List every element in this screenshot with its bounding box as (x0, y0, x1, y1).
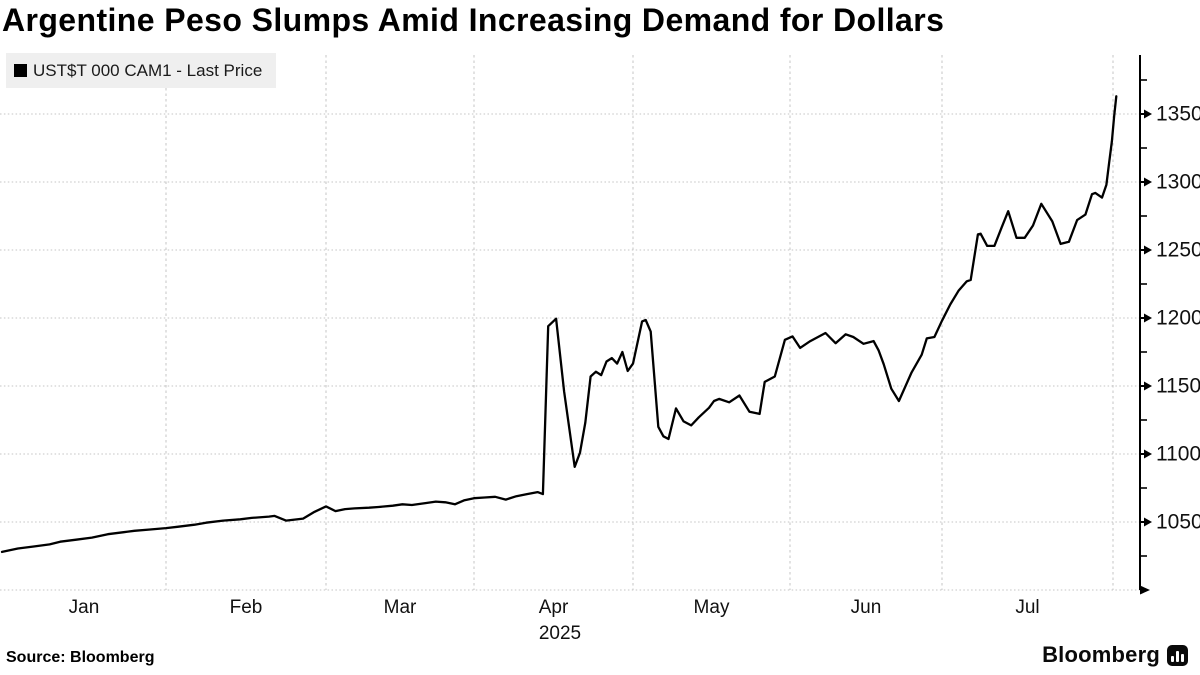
y-axis-tick-arrow-icon (1144, 313, 1152, 323)
y-axis-tick-label: 1350 (1156, 103, 1200, 126)
source-note: Source: Bloomberg (6, 649, 155, 666)
y-axis-tick-arrow-icon (1144, 177, 1152, 187)
x-axis-arrow-icon (1140, 585, 1150, 595)
bloomberg-logo-text: Bloomberg (1042, 642, 1160, 667)
horizontal-gridlines (0, 113, 1140, 591)
legend-label: UST$T 000 CAM1 - Last Price (33, 60, 263, 80)
series-marker-icon (14, 64, 27, 77)
bloomberg-logo-icon (1167, 644, 1188, 666)
y-axis-tick-label: 1250 (1156, 239, 1200, 262)
bloomberg-logo: Bloomberg (1042, 642, 1188, 668)
x-axis-month-label: Jun (851, 597, 882, 618)
y-axis-tick-label: 1150 (1156, 375, 1200, 398)
x-axis-month-label: Feb (230, 597, 263, 618)
y-axis-tick-arrow-icon (1144, 245, 1152, 255)
y-axis-tick-arrow-icon (1144, 381, 1152, 391)
y-axis-tick-label: 1300 (1156, 171, 1200, 194)
y-axis-tick-arrow-icon (1144, 449, 1152, 459)
y-axis-tick-arrow-icon (1144, 517, 1152, 527)
y-axis: 1050 1100 1150 1200 1250 1300 1350 (1139, 55, 1200, 595)
vertical-gridlines (165, 55, 1114, 590)
y-axis-tick-arrow-icon (1144, 109, 1152, 119)
legend: UST$T 000 CAM1 - Last Price (6, 53, 277, 88)
page-title: Argentine Peso Slumps Amid Increasing De… (2, 2, 945, 38)
x-axis-month-label: Apr (539, 597, 569, 618)
y-axis-tick-label: 1200 (1156, 307, 1200, 330)
x-axis-month-label: Jan (69, 597, 100, 618)
y-axis-tick-label: 1050 (1156, 511, 1200, 534)
x-axis-month-label: Jul (1015, 597, 1039, 618)
x-axis-month-label: May (694, 597, 730, 618)
x-axis-labels: Jan Feb Mar Apr May Jun Jul 2025 (69, 597, 1040, 644)
x-axis-month-label: Mar (384, 597, 417, 618)
price-line-series (0, 95, 1118, 554)
y-axis-tick-label: 1100 (1156, 443, 1200, 466)
x-axis-year-label: 2025 (539, 623, 581, 644)
